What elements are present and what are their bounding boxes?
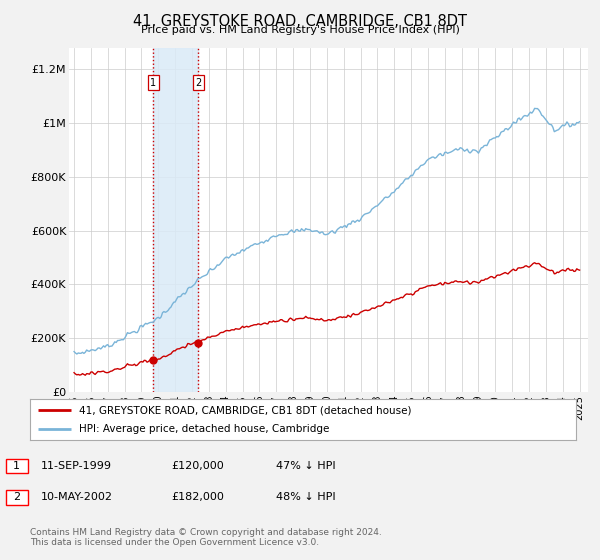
Text: 41, GREYSTOKE ROAD, CAMBRIDGE, CB1 8DT (detached house): 41, GREYSTOKE ROAD, CAMBRIDGE, CB1 8DT (… <box>79 405 412 415</box>
Text: 41, GREYSTOKE ROAD, CAMBRIDGE, CB1 8DT: 41, GREYSTOKE ROAD, CAMBRIDGE, CB1 8DT <box>133 14 467 29</box>
Text: Contains HM Land Registry data © Crown copyright and database right 2024.
This d: Contains HM Land Registry data © Crown c… <box>30 528 382 547</box>
Bar <box>153 48 198 392</box>
Text: HPI: Average price, detached house, Cambridge: HPI: Average price, detached house, Camb… <box>79 424 329 433</box>
Text: 48% ↓ HPI: 48% ↓ HPI <box>276 492 335 502</box>
Text: 1: 1 <box>150 78 157 87</box>
Text: 47% ↓ HPI: 47% ↓ HPI <box>276 461 335 471</box>
Text: 2: 2 <box>13 492 20 502</box>
Text: £182,000: £182,000 <box>171 492 224 502</box>
Text: 10-MAY-2002: 10-MAY-2002 <box>41 492 113 502</box>
Text: 2: 2 <box>195 78 201 87</box>
Text: £120,000: £120,000 <box>171 461 224 471</box>
Text: Price paid vs. HM Land Registry's House Price Index (HPI): Price paid vs. HM Land Registry's House … <box>140 25 460 35</box>
Text: 11-SEP-1999: 11-SEP-1999 <box>41 461 112 471</box>
Text: 1: 1 <box>13 461 20 471</box>
